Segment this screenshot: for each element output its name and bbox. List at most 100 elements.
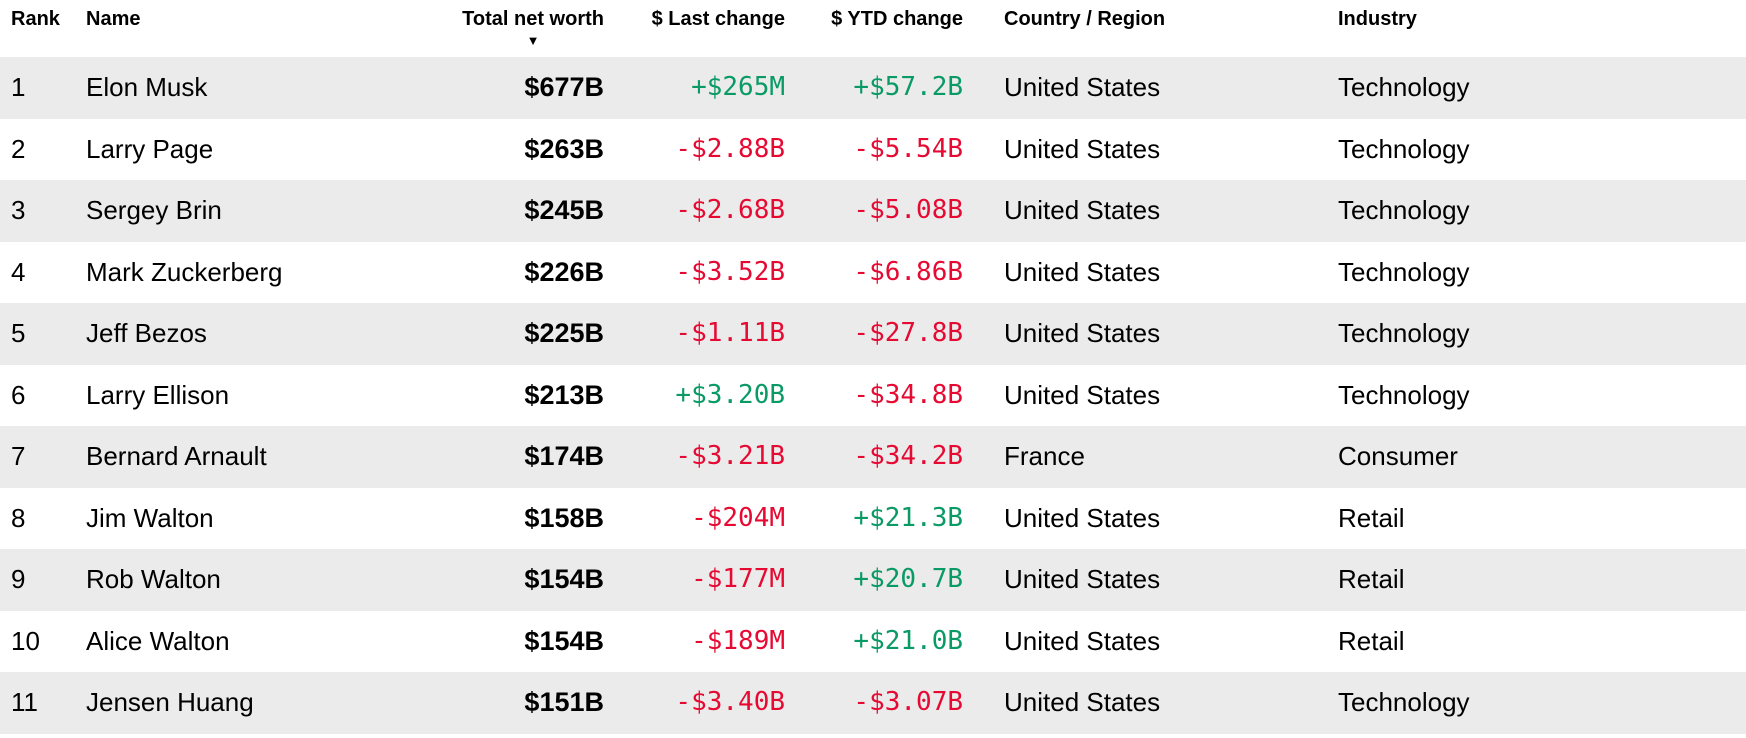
industry-cell: Technology (1338, 72, 1470, 102)
industry-cell: Technology (1338, 379, 1470, 410)
net-worth-cell: $245B (524, 195, 604, 225)
net-worth-cell: $154B (524, 564, 604, 594)
name-cell: Rob Walton (86, 564, 221, 594)
table-row: 3 Sergey Brin $245B -$2.68B -$5.08B Unit… (0, 180, 1746, 242)
last-change-cell: -$177M (691, 564, 785, 594)
industry-cell: Technology (1338, 318, 1470, 348)
table-row: 4 Mark Zuckerberg $226B -$3.52B -$6.86B … (0, 241, 1746, 303)
table-row: 11 Jensen Huang $151B -$3.40B -$3.07B Un… (0, 672, 1746, 734)
table-row: 6 Larry Ellison $213B +$3.20B -$34.8B Un… (0, 364, 1746, 426)
industry-cell: Technology (1338, 256, 1470, 287)
last-change-cell: -$189M (691, 625, 785, 656)
last-change-cell: +$3.20B (675, 379, 785, 410)
rank-cell: 10 (11, 625, 40, 656)
sort-desc-icon: ▼ (526, 33, 540, 48)
country-cell: United States (1004, 133, 1161, 164)
table-row: 7 Bernard Arnault $174B -$3.21B -$34.2B … (0, 426, 1746, 488)
rank-cell: 8 (11, 502, 26, 533)
ytd-change-cell: +$21.3B (853, 502, 963, 533)
country-cell: United States (1004, 379, 1161, 410)
last-change-cell: -$3.40B (675, 687, 785, 717)
industry-cell: Technology (1338, 687, 1470, 717)
rank-cell: 4 (11, 256, 26, 287)
last-change-cell: -$1.11B (675, 318, 785, 348)
net-worth-cell: $154B (524, 625, 604, 656)
country-cell: United States (1004, 318, 1161, 348)
name-cell: Jim Walton (86, 502, 214, 533)
ytd-change-cell: -$5.08B (853, 195, 963, 225)
net-worth-cell: $263B (524, 133, 604, 164)
last-change-cell: -$3.52B (675, 256, 785, 287)
ytd-change-cell: -$5.54B (853, 133, 963, 164)
ytd-change-cell: -$3.07B (853, 687, 963, 717)
last-change-cell: -$3.21B (675, 441, 785, 471)
net-worth-cell: $225B (524, 318, 604, 348)
table-row: 9 Rob Walton $154B -$177M +$20.7B United… (0, 549, 1746, 611)
rank-cell: 7 (11, 441, 26, 471)
table-row: 8 Jim Walton $158B -$204M +$21.3B United… (0, 487, 1746, 549)
column-header-last-change[interactable]: $ Last change (651, 8, 785, 30)
column-header-industry[interactable]: Industry (1338, 8, 1417, 30)
name-cell: Larry Ellison (86, 379, 230, 410)
name-cell: Larry Page (86, 133, 214, 164)
column-header-net-worth[interactable]: Total net worth ▼ (445, 0, 604, 57)
country-cell: United States (1004, 564, 1161, 594)
name-cell: Elon Musk (86, 72, 208, 102)
ytd-change-cell: +$57.2B (853, 72, 963, 102)
table-header-row: Rank Name Total net worth ▼ $ Last chang… (0, 0, 1746, 57)
country-cell: United States (1004, 256, 1161, 287)
ytd-change-cell: -$27.8B (853, 318, 963, 348)
industry-cell: Retail (1338, 564, 1405, 594)
industry-cell: Retail (1338, 502, 1405, 533)
column-header-ytd-change[interactable]: $ YTD change (831, 8, 963, 30)
net-worth-cell: $226B (524, 256, 604, 287)
column-header-country[interactable]: Country / Region (1004, 8, 1166, 30)
country-cell: United States (1004, 502, 1161, 533)
last-change-cell: +$265M (691, 72, 785, 102)
column-header-rank[interactable]: Rank (11, 8, 60, 30)
country-cell: France (1004, 441, 1085, 471)
column-header-name[interactable]: Name (86, 8, 141, 30)
rank-cell: 5 (11, 318, 26, 348)
country-cell: United States (1004, 195, 1161, 225)
rank-cell: 11 (11, 687, 38, 717)
table-row: 1 Elon Musk $677B +$265M +$57.2B United … (0, 57, 1746, 119)
rank-cell: 9 (11, 564, 26, 594)
column-header-net-worth-label: Total net worth (462, 8, 604, 30)
name-cell: Jeff Bezos (86, 318, 207, 348)
rank-cell: 1 (11, 72, 26, 102)
name-cell: Jensen Huang (86, 687, 254, 717)
country-cell: United States (1004, 72, 1161, 102)
last-change-cell: -$2.88B (675, 133, 785, 164)
ytd-change-cell: +$20.7B (853, 564, 963, 594)
net-worth-cell: $151B (524, 687, 604, 717)
table-body: 1 Elon Musk $677B +$265M +$57.2B United … (0, 57, 1746, 734)
ytd-change-cell: +$21.0B (853, 625, 963, 656)
table-row: 2 Larry Page $263B -$2.88B -$5.54B Unite… (0, 118, 1746, 180)
name-cell: Alice Walton (86, 625, 230, 656)
net-worth-cell: $213B (524, 379, 604, 410)
ytd-change-cell: -$6.86B (853, 256, 963, 287)
table-row: 10 Alice Walton $154B -$189M +$21.0B Uni… (0, 610, 1746, 672)
rank-cell: 6 (11, 379, 26, 410)
name-cell: Bernard Arnault (86, 441, 267, 471)
country-cell: United States (1004, 625, 1161, 656)
ytd-change-cell: -$34.2B (853, 441, 963, 471)
rank-cell: 3 (11, 195, 26, 225)
industry-cell: Technology (1338, 133, 1470, 164)
name-cell: Sergey Brin (86, 195, 222, 225)
industry-cell: Retail (1338, 625, 1405, 656)
table-row: 5 Jeff Bezos $225B -$1.11B -$27.8B Unite… (0, 303, 1746, 365)
country-cell: United States (1004, 687, 1161, 717)
last-change-cell: -$204M (691, 502, 785, 533)
last-change-cell: -$2.68B (675, 195, 785, 225)
industry-cell: Consumer (1338, 441, 1458, 471)
ytd-change-cell: -$34.8B (853, 379, 963, 410)
net-worth-cell: $677B (524, 72, 604, 102)
name-cell: Mark Zuckerberg (86, 256, 283, 287)
net-worth-cell: $158B (524, 502, 604, 533)
rank-cell: 2 (11, 133, 26, 164)
industry-cell: Technology (1338, 195, 1470, 225)
net-worth-cell: $174B (524, 441, 604, 471)
